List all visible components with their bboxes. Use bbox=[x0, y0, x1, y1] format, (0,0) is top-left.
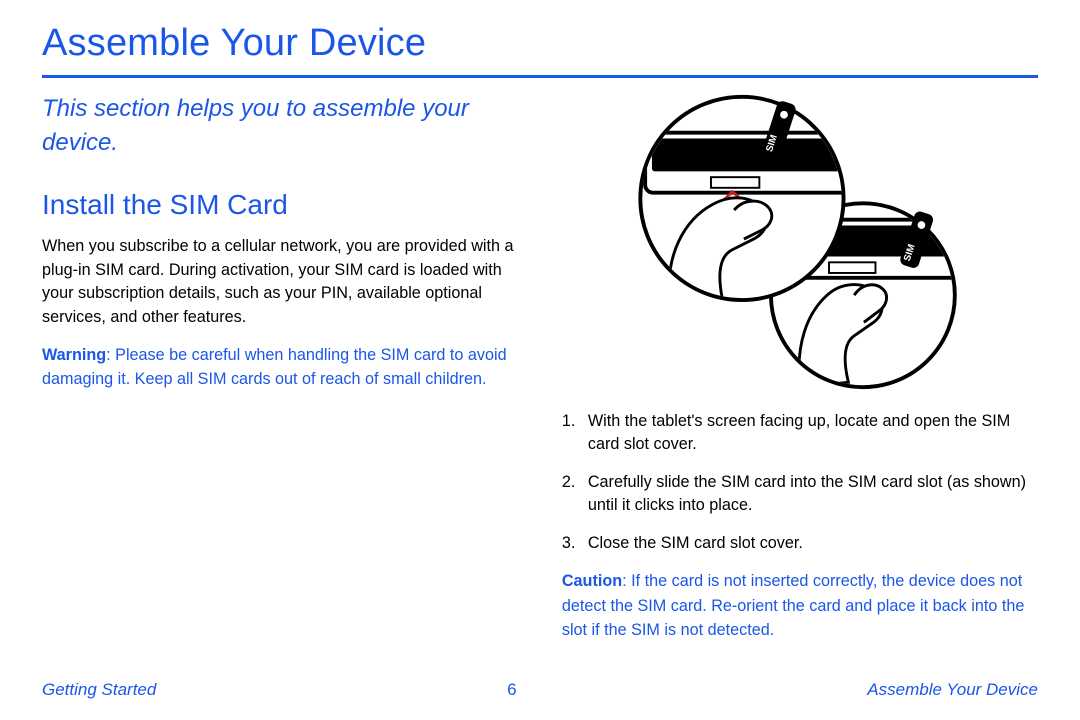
content-columns: This section helps you to assemble your … bbox=[42, 92, 1038, 642]
warning-label: Warning bbox=[42, 346, 106, 364]
section-heading: Install the SIM Card bbox=[42, 189, 528, 221]
step-item: Close the SIM card slot cover. bbox=[562, 532, 1038, 555]
caution-paragraph: Caution: If the card is not inserted cor… bbox=[562, 569, 1038, 642]
step-item: Carefully slide the SIM card into the SI… bbox=[562, 471, 1038, 518]
title-rule bbox=[42, 75, 1038, 78]
body-paragraph: When you subscribe to a cellular network… bbox=[42, 235, 528, 329]
footer-right: Assemble Your Device bbox=[867, 680, 1038, 700]
page-title: Assemble Your Device bbox=[42, 22, 1038, 65]
instruction-steps: With the tablet's screen facing up, loca… bbox=[562, 410, 1038, 555]
footer-left: Getting Started bbox=[42, 680, 156, 700]
page-footer: Getting Started 6 Assemble Your Device bbox=[42, 680, 1038, 700]
sim-diagram-svg: SIM bbox=[625, 92, 975, 392]
warning-text: : Please be careful when handling the SI… bbox=[42, 346, 507, 388]
left-column: This section helps you to assemble your … bbox=[42, 92, 528, 642]
step-item: With the tablet's screen facing up, loca… bbox=[562, 410, 1038, 457]
intro-text: This section helps you to assemble your … bbox=[42, 92, 528, 159]
warning-paragraph: Warning: Please be careful when handling… bbox=[42, 343, 528, 392]
footer-page-number: 6 bbox=[507, 680, 516, 700]
caution-label: Caution bbox=[562, 572, 622, 590]
right-column: SIM bbox=[562, 92, 1038, 642]
caution-text: : If the card is not inserted correctly,… bbox=[562, 572, 1025, 639]
sim-install-illustration: SIM bbox=[625, 92, 975, 392]
